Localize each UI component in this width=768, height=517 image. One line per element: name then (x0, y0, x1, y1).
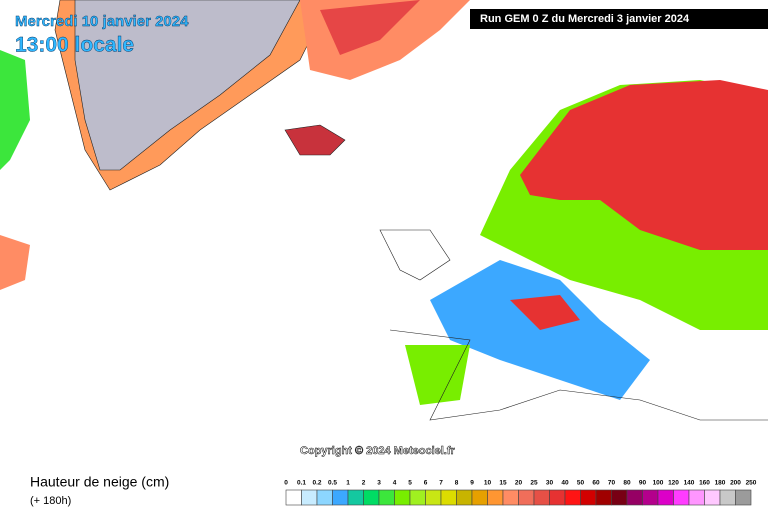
legend-swatch (347, 489, 364, 506)
legend-swatch (564, 489, 581, 506)
legend-swatch (533, 489, 550, 506)
legend-label: 4 (393, 480, 397, 487)
legend-label: 250 (746, 480, 757, 487)
legend-label: 40 (561, 480, 569, 487)
legend-swatch (688, 489, 705, 506)
legend-label: 9 (470, 480, 474, 487)
legend-label: 0.2 (312, 480, 321, 487)
legend-label: 50 (577, 480, 585, 487)
legend-swatch (704, 489, 721, 506)
legend-swatch (487, 489, 504, 506)
legend-label: 0.1 (297, 480, 306, 487)
legend-swatch (456, 489, 473, 506)
legend-label: 6 (424, 480, 428, 487)
legend-swatch (316, 489, 333, 506)
legend-title: Hauteur de neige (cm) (30, 474, 169, 490)
run-info: Run GEM 0 Z du Mercredi 3 janvier 2024 (480, 13, 690, 25)
legend-label: 140 (684, 480, 695, 487)
copyright: Copyright © 2024 Meteociel.fr (300, 445, 456, 457)
legend-label: 20 (515, 480, 523, 487)
legend-swatch (595, 489, 612, 506)
legend-swatch (502, 489, 519, 506)
legend-label: 2 (362, 480, 366, 487)
legend-swatch (719, 489, 736, 506)
legend-swatch (301, 489, 318, 506)
legend-label: 180 (715, 480, 726, 487)
map-area (0, 0, 768, 421)
legend-label: 160 (699, 480, 710, 487)
legend-label: 120 (668, 480, 679, 487)
legend-label: 15 (499, 480, 507, 487)
legend-swatch (363, 489, 380, 506)
legend-swatch (378, 489, 395, 506)
legend-swatch (626, 489, 643, 506)
legend-label: 3 (377, 480, 381, 487)
legend-label: 100 (653, 480, 664, 487)
legend-subtitle: (+ 180h) (30, 495, 71, 507)
legend-label: 1 (346, 480, 350, 487)
legend-label: 0 (284, 480, 288, 487)
legend-swatch (394, 489, 411, 506)
legend-label: 200 (730, 480, 741, 487)
legend-label: 70 (608, 480, 616, 487)
legend-label: 60 (592, 480, 600, 487)
legend-swatch (285, 489, 302, 506)
legend-swatch (549, 489, 566, 506)
legend-label: 8 (455, 480, 459, 487)
forecast-time: 13:00 locale (15, 34, 134, 57)
legend-label: 80 (623, 480, 631, 487)
legend-swatch (332, 489, 349, 506)
legend-swatch (409, 489, 426, 506)
legend-label: 30 (546, 480, 554, 487)
legend-swatch (471, 489, 488, 506)
forecast-date: Mercredi 10 janvier 2024 (15, 13, 189, 30)
legend-label: 90 (639, 480, 647, 487)
legend-swatch (611, 489, 628, 506)
legend-label: 25 (530, 480, 538, 487)
legend-swatch (735, 489, 752, 506)
legend-swatch (657, 489, 674, 506)
legend-label: 5 (408, 480, 412, 487)
legend-swatch (642, 489, 659, 506)
legend-label: 7 (439, 480, 443, 487)
legend-swatch (673, 489, 690, 506)
legend-swatch (440, 489, 457, 506)
legend-label: 10 (484, 480, 492, 487)
legend-swatch (518, 489, 535, 506)
legend-swatch (580, 489, 597, 506)
run-box (470, 9, 768, 29)
color-scale: 0 0.1 0.2 0.5 1 2 3 4 5 6 7 8 9 10 15 20 25 30 40 50 60 70 80 9… (284, 480, 757, 506)
legend-swatch (425, 489, 442, 506)
legend-label: 0.5 (328, 480, 337, 487)
